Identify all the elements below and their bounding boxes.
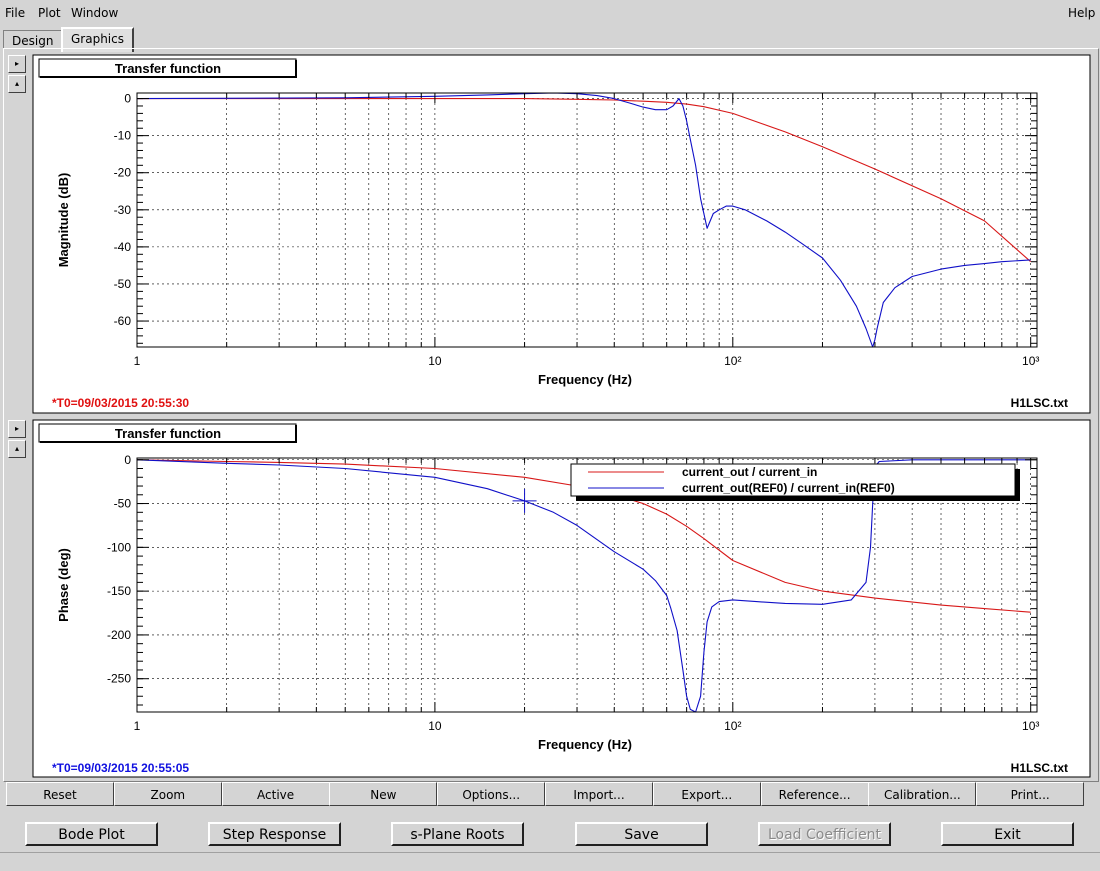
panel1-xtick-label: 10² xyxy=(724,354,741,368)
panel2-ytick-label: 0 xyxy=(124,453,131,467)
export-button[interactable]: Export... xyxy=(652,782,761,806)
panel1-expand-button[interactable]: ▸ xyxy=(8,55,26,73)
panel2-ytick-label: -100 xyxy=(107,540,131,554)
panel2-xtick-label: 10 xyxy=(428,719,442,733)
panel1-timestamp: *T0=09/03/2015 20:55:30 xyxy=(52,396,189,410)
panel1-ytick-label: -50 xyxy=(114,277,132,291)
panel2-filename: H1LSC.txt xyxy=(1011,761,1068,775)
panel1-xtick-label: 10 xyxy=(428,354,442,368)
panel1-xtick-label: 1 xyxy=(134,354,141,368)
panel1-series xyxy=(136,92,1032,348)
panel2-xtick-label: 1 xyxy=(134,719,141,733)
panel2-xtick-label: 10² xyxy=(724,719,741,733)
panel2-ytick-label: -200 xyxy=(107,628,131,642)
load-coefficient-button: Load Coefficient xyxy=(758,822,891,846)
panel2-xtick-label: 10³ xyxy=(1022,719,1039,733)
panel1-plot-frame xyxy=(136,92,1038,348)
panel1-ytick-label: -40 xyxy=(114,240,132,254)
graphics-frame xyxy=(3,48,1099,782)
panel1-series-2 xyxy=(136,92,1031,348)
panel2-ytick-label: -50 xyxy=(114,497,132,511)
zoom-button[interactable]: Zoom xyxy=(113,782,222,806)
panel1-title: Transfer function xyxy=(115,61,221,76)
panel1-filename: H1LSC.txt xyxy=(1011,396,1068,410)
panel1-ytick-label: -60 xyxy=(114,314,132,328)
reset-button[interactable]: Reset xyxy=(6,782,114,806)
menu-window[interactable]: Window xyxy=(71,6,119,20)
panel1-ytick-label: -10 xyxy=(114,129,132,143)
panel2-xlabel: Frequency (Hz) xyxy=(538,737,632,752)
tab-bar: Design Graphics xyxy=(0,26,1100,52)
new-button[interactable]: New xyxy=(329,782,438,806)
panel1-ytick-label: -20 xyxy=(114,166,132,180)
step-response-button[interactable]: Step Response xyxy=(208,822,341,846)
legend-entry-2: current_out(REF0) / current_in(REF0) xyxy=(682,481,895,495)
panel2-series-1 xyxy=(136,459,1031,613)
save-button[interactable]: Save xyxy=(575,822,708,846)
panel2-timestamp: *T0=09/03/2015 20:55:05 xyxy=(52,761,189,775)
exit-button[interactable]: Exit xyxy=(941,822,1074,846)
panel2-ytick-label: -150 xyxy=(107,584,131,598)
panel1-ylabel: Magnitude (dB) xyxy=(56,173,71,268)
bode-plot-button[interactable]: Bode Plot xyxy=(25,822,158,846)
panel2-title: Transfer function xyxy=(115,426,221,441)
panel2-collapse-button[interactable]: ▴ xyxy=(8,440,26,458)
panel2-expand-button[interactable]: ▸ xyxy=(8,420,26,438)
print-button[interactable]: Print... xyxy=(976,782,1085,806)
calibration-button[interactable]: Calibration... xyxy=(868,782,977,806)
panel1-ytick-label: -30 xyxy=(114,203,132,217)
panel1-xtick-label: 10³ xyxy=(1022,354,1039,368)
menu-help[interactable]: Help xyxy=(1068,6,1096,20)
menu-plot[interactable]: Plot xyxy=(38,6,61,20)
panel2-ylabel: Phase (deg) xyxy=(56,548,71,622)
panel1-collapse-button[interactable]: ▴ xyxy=(8,75,26,93)
s-plane-roots-button[interactable]: s-Plane Roots xyxy=(391,822,524,846)
status-bar xyxy=(0,852,1100,871)
options-button[interactable]: Options... xyxy=(437,782,546,806)
panel1-background xyxy=(32,54,1091,414)
panel2-ytick-label: -250 xyxy=(107,672,131,686)
import-button[interactable]: Import... xyxy=(545,782,653,806)
legend-box xyxy=(570,463,1016,497)
menu-bar: File Plot Window Help xyxy=(0,0,1100,26)
legend-entry-1: current_out / current_in xyxy=(682,465,817,479)
active-button[interactable]: Active xyxy=(221,782,330,806)
tab-design[interactable]: Design xyxy=(3,30,63,51)
panel1-series-1 xyxy=(137,98,1032,263)
panel2-plot-frame xyxy=(136,457,1038,713)
panel1-xlabel: Frequency (Hz) xyxy=(538,372,632,387)
panel1-ytick-label: 0 xyxy=(124,92,131,106)
menu-file[interactable]: File xyxy=(5,6,26,20)
reference-button[interactable]: Reference... xyxy=(760,782,869,806)
panel1-grid xyxy=(136,93,1037,347)
tab-graphics[interactable]: Graphics xyxy=(61,27,134,52)
